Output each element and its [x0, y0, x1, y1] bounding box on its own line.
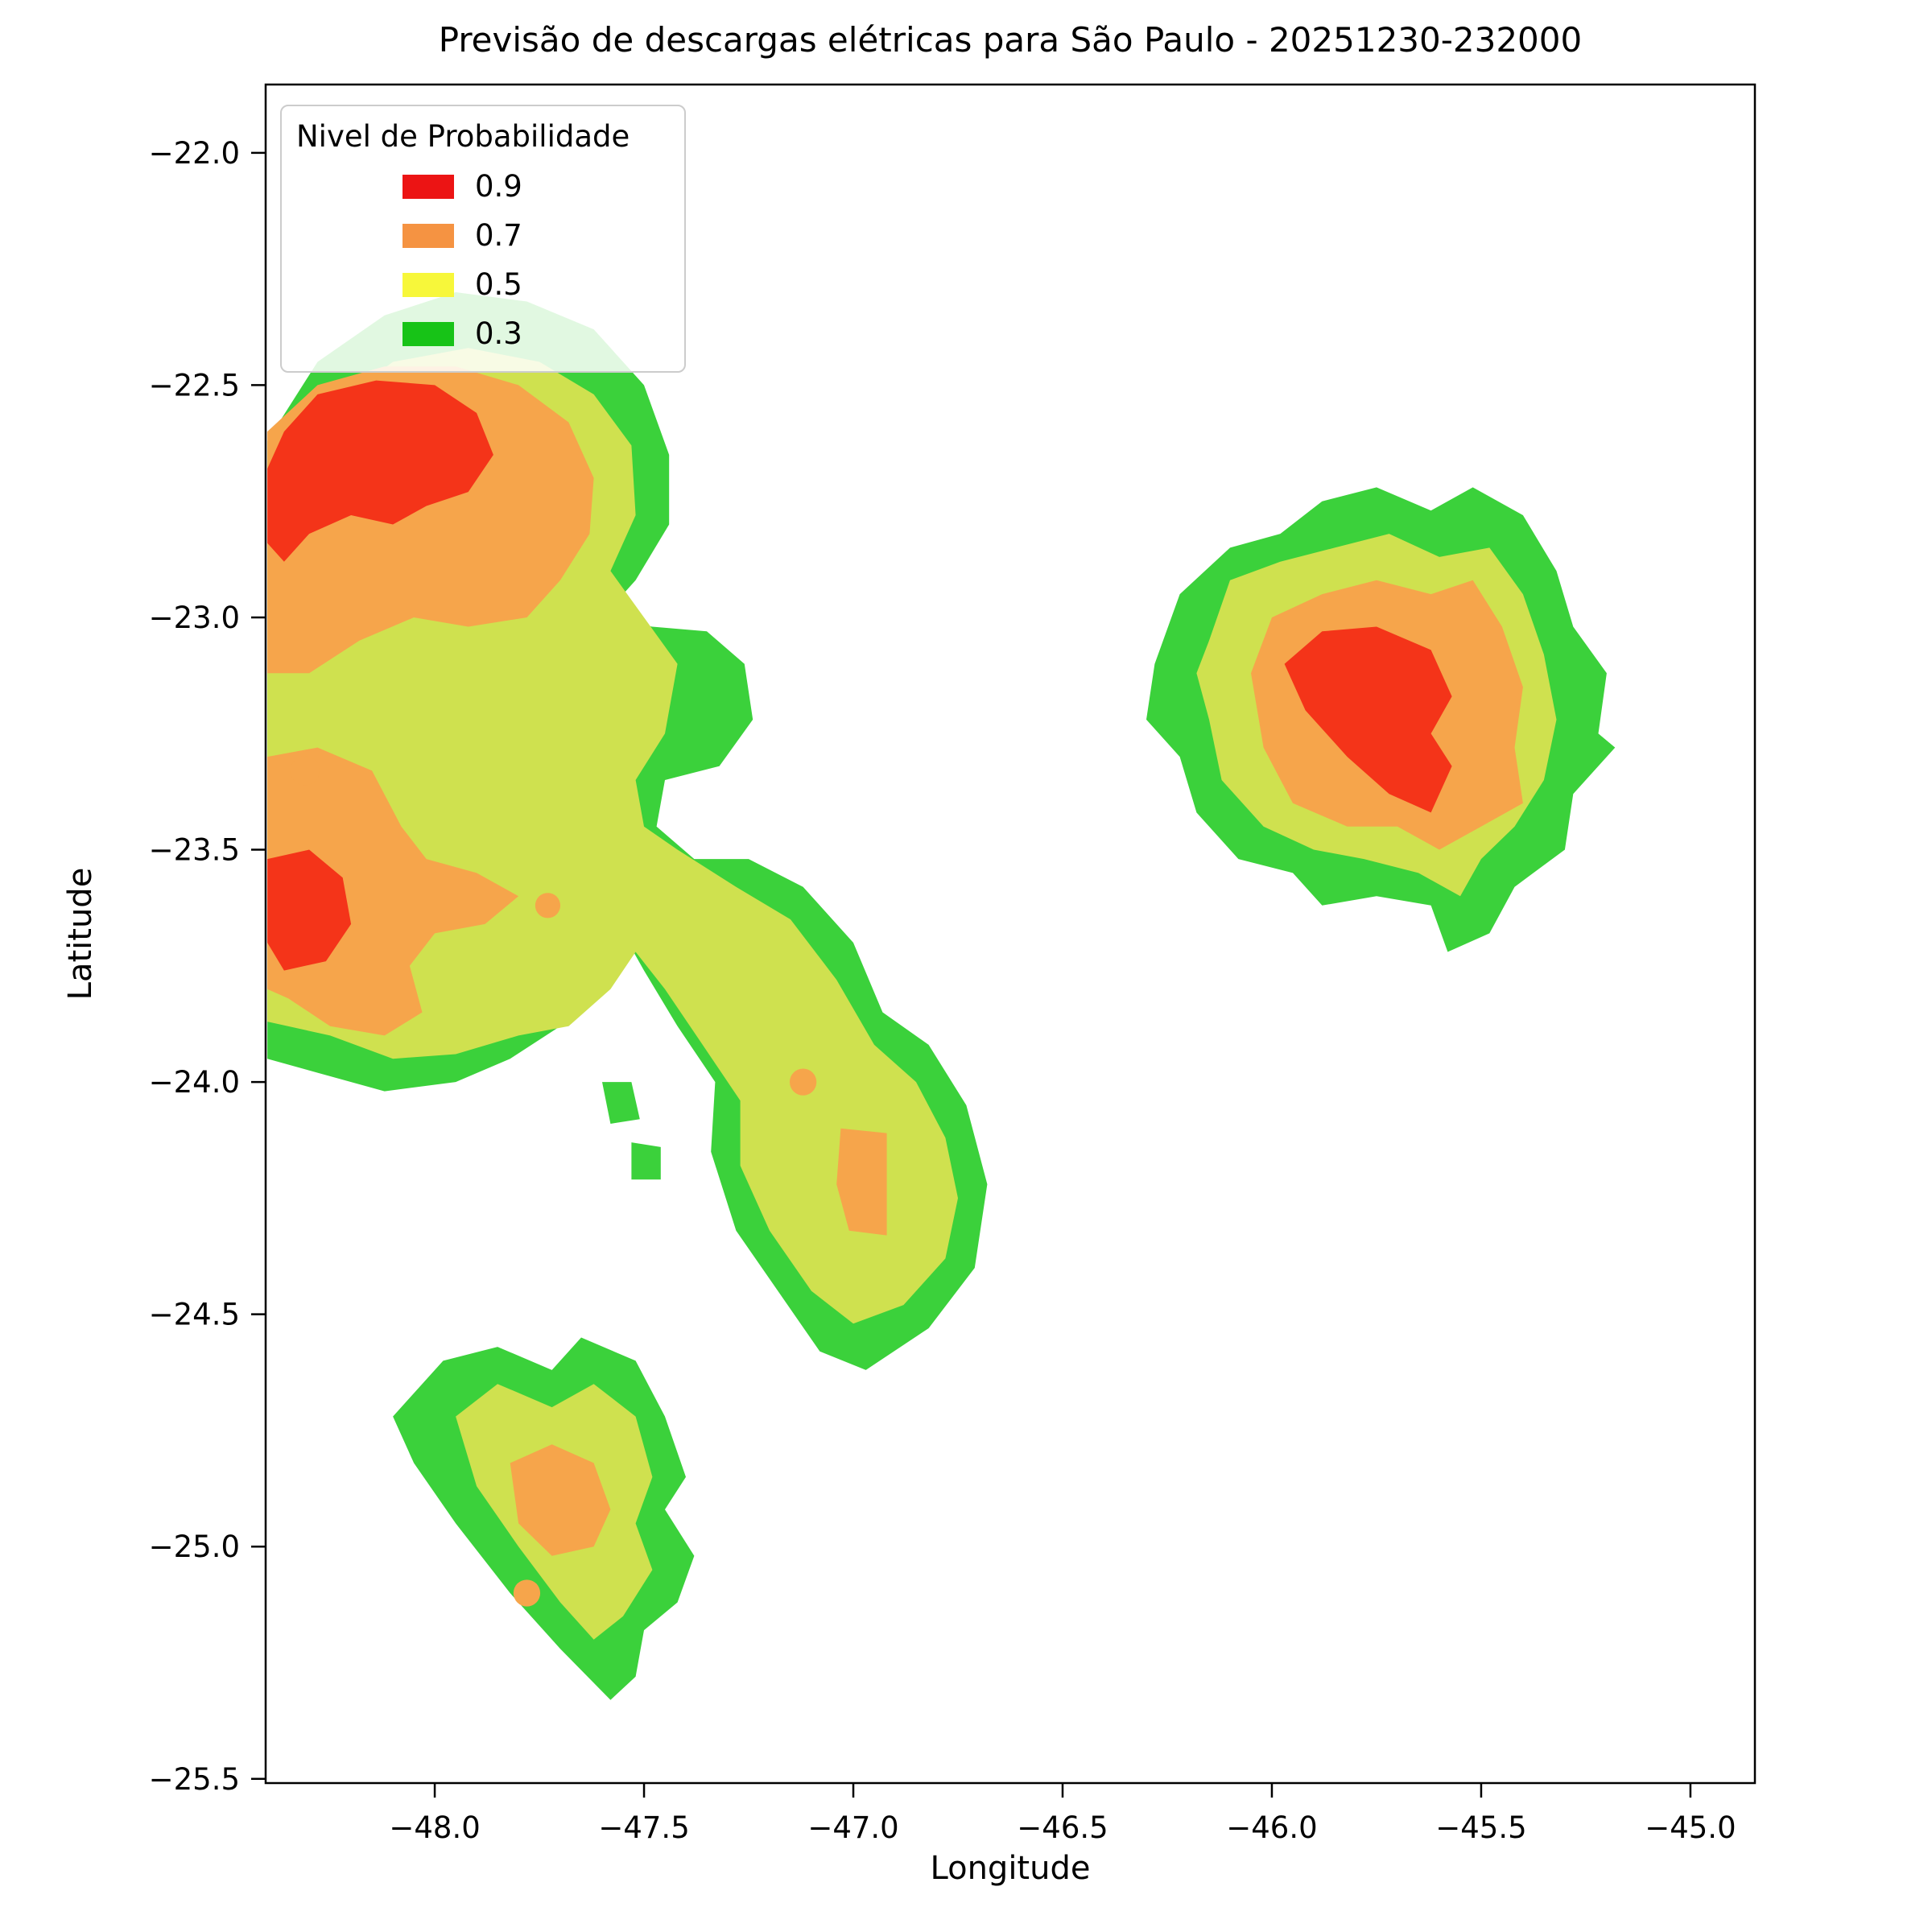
- high-spot-d-region: [513, 1579, 541, 1607]
- legend-entry-label: 0.3: [475, 316, 522, 351]
- west-coast-high-band-region: [267, 747, 519, 1036]
- southwest-high-core-region: [510, 1444, 611, 1556]
- x-tick-label: −47.5: [598, 1810, 689, 1845]
- y-tick-label: −22.5: [149, 368, 240, 402]
- legend-entry-label: 0.5: [475, 267, 522, 302]
- west-coast-extreme-core-region: [267, 849, 352, 971]
- south-lobe-high-patch-region: [836, 1128, 887, 1236]
- legend-entry-label: 0.7: [475, 218, 522, 253]
- y-tick-label: −24.5: [149, 1298, 240, 1332]
- legend-entry: 0.3: [282, 309, 684, 358]
- y-tick-label: −25.5: [149, 1762, 240, 1797]
- x-axis-ticks: −48.0 −47.5 −47.0 −46.5 −46.0 −45.5 −45.0: [389, 1783, 1736, 1845]
- legend: Nivel de Probabilidade 0.9 0.7 0.5 0.3: [280, 105, 686, 373]
- green-island-b-region: [631, 1142, 661, 1180]
- legend-title: Nivel de Probabilidade: [296, 119, 630, 154]
- legend-entry: 0.5: [282, 260, 684, 309]
- northwest-extreme-core-region: [267, 380, 493, 562]
- x-tick-label: −45.5: [1435, 1810, 1526, 1845]
- y-tick-label: −23.0: [149, 601, 240, 635]
- x-tick-label: −45.0: [1645, 1810, 1736, 1845]
- high-spot-b-region: [535, 893, 561, 919]
- y-axis-label: Latitude: [62, 867, 99, 1001]
- high-spot-c-region: [789, 1068, 817, 1096]
- legend-swatch-0.5: [402, 272, 454, 297]
- legend-entry: 0.9: [282, 162, 684, 211]
- y-axis-ticks: −22.0 −22.5 −23.0 −23.5 −24.0 −24.5 −25.0 −25.5: [149, 136, 266, 1797]
- x-tick-label: −46.0: [1226, 1810, 1317, 1845]
- legend-entries: 0.9 0.7 0.5 0.3: [282, 162, 684, 358]
- high-spot-a-region: [290, 756, 320, 786]
- legend-swatch-0.9: [402, 174, 454, 199]
- legend-entry: 0.7: [282, 211, 684, 260]
- green-island-a-region: [602, 1082, 640, 1124]
- legend-swatch-0.3: [402, 321, 454, 346]
- y-tick-label: −24.0: [149, 1065, 240, 1100]
- axes-border: [264, 83, 1757, 1785]
- x-tick-label: −46.5: [1017, 1810, 1108, 1845]
- chart-title: Previsão de descargas elétricas para São…: [438, 20, 1583, 60]
- legend-entry-label: 0.9: [475, 169, 522, 204]
- x-axis-label: Longitude: [930, 1850, 1091, 1887]
- y-tick-label: −25.0: [149, 1530, 240, 1564]
- legend-swatch-0.7: [402, 223, 454, 248]
- y-tick-label: −23.5: [149, 833, 240, 868]
- east-storm-extreme-core-region: [1284, 626, 1452, 813]
- x-tick-label: −48.0: [389, 1810, 480, 1845]
- x-tick-label: −47.0: [807, 1810, 898, 1845]
- contour-regions: [267, 292, 1616, 1700]
- y-tick-label: −22.0: [149, 136, 240, 171]
